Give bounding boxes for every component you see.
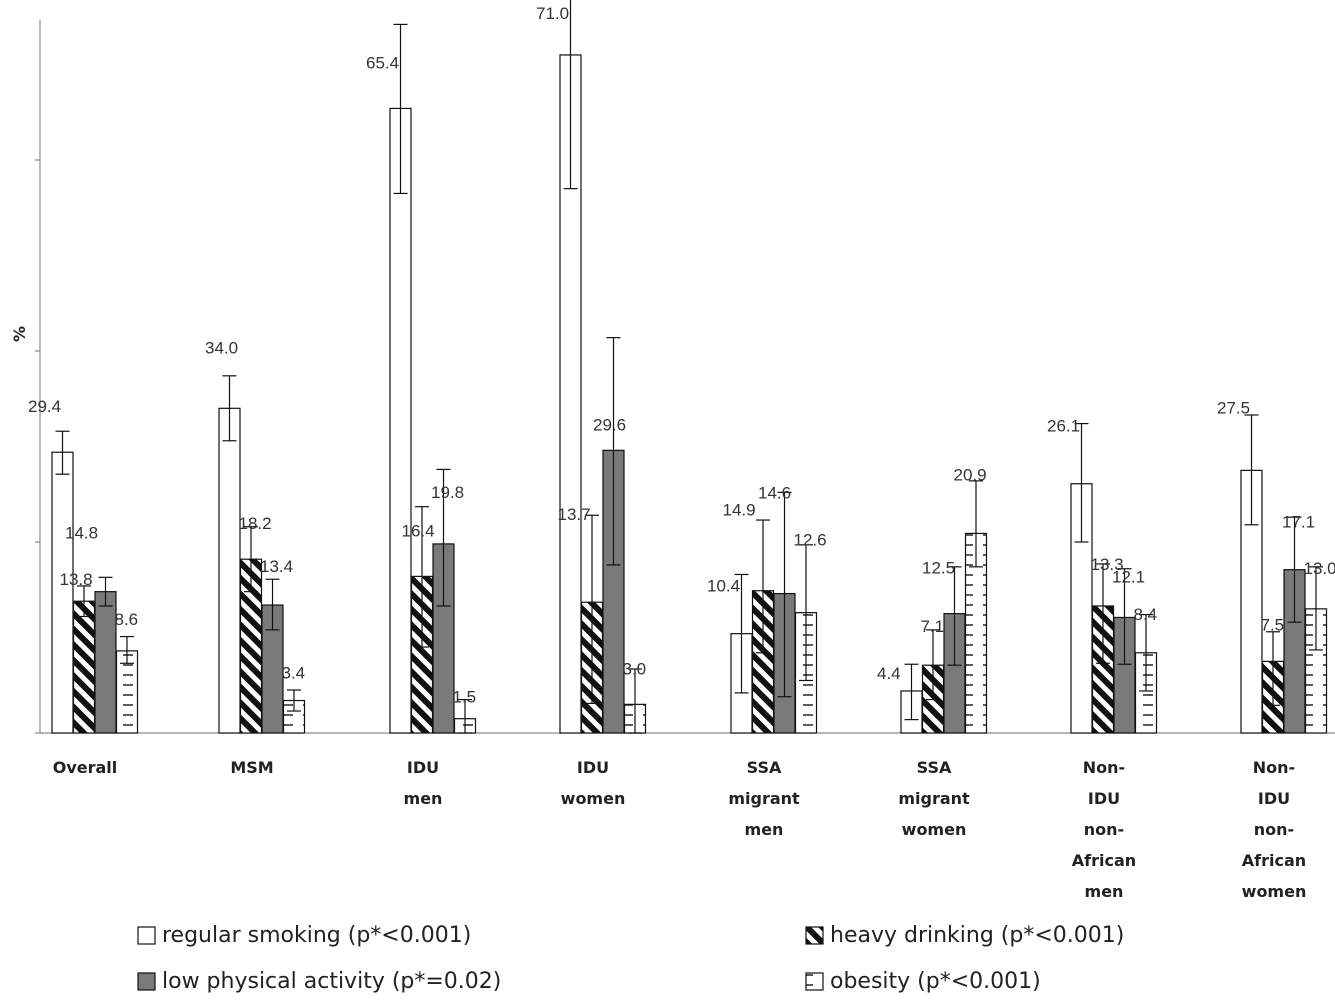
legend-swatch (137, 926, 156, 945)
category-label: IDU (407, 758, 439, 777)
data-label: 7.1 (921, 617, 945, 636)
data-label: 65.4 (366, 53, 399, 72)
category-label: men (404, 789, 443, 808)
data-label: 26.1 (1047, 417, 1080, 436)
legend-swatch (805, 972, 824, 991)
category-label: SSA (747, 758, 782, 777)
data-label: 12.6 (794, 531, 827, 550)
bar (389, 107, 412, 734)
category-label: SSA (917, 758, 952, 777)
category-label: Overall (53, 758, 118, 777)
bar (51, 451, 74, 734)
data-label: 12.1 (1112, 567, 1145, 586)
data-label: 34.0 (205, 338, 238, 357)
category-label: women (561, 789, 626, 808)
bar (218, 407, 241, 734)
legend-label: heavy drinking (p*<0.001) (830, 923, 1124, 948)
data-label: 4.4 (877, 664, 901, 683)
data-label: 13.8 (60, 570, 93, 589)
data-label: 71.0 (536, 4, 569, 23)
category-label: Non- (1083, 758, 1125, 777)
data-label: 13.4 (260, 557, 293, 576)
data-label: 27.5 (1217, 398, 1250, 417)
legend-label: obesity (p*<0.001) (830, 969, 1041, 994)
data-label: 29.6 (593, 415, 626, 434)
data-label: 29.4 (28, 397, 61, 416)
data-label: 8.4 (1134, 605, 1158, 624)
bar (72, 600, 96, 734)
data-label: 19.8 (431, 483, 464, 502)
category-label: Non- (1253, 758, 1295, 777)
category-label: IDU (1088, 789, 1120, 808)
data-label: 13.3 (1091, 555, 1124, 574)
category-label: men (745, 820, 784, 839)
y-axis-label: % (10, 326, 29, 342)
data-label: 14.6 (758, 484, 791, 503)
data-label: 12.5 (922, 559, 955, 578)
category-label: African (1072, 851, 1136, 870)
category-label: women (1242, 882, 1307, 901)
data-label: 14.8 (65, 524, 98, 543)
legend-label: regular smoking (p*<0.001) (162, 923, 471, 948)
data-label: 3.4 (282, 664, 306, 683)
data-label: 17.1 (1282, 513, 1315, 532)
data-label: 1.5 (453, 688, 477, 707)
category-label: African (1242, 851, 1306, 870)
data-label: 20.9 (954, 465, 987, 484)
category-label: MSM (230, 758, 273, 777)
data-label: 16.4 (402, 521, 435, 540)
data-label: 13.0 (1304, 559, 1335, 578)
category-label: women (902, 820, 967, 839)
category-label: men (1085, 882, 1124, 901)
category-label: IDU (577, 758, 609, 777)
legend-label: low physical activity (p*=0.02) (162, 969, 501, 994)
data-label: 13.7 (558, 505, 591, 524)
category-label: non- (1254, 820, 1294, 839)
data-label: 10.4 (707, 577, 740, 596)
category-label: migrant (728, 789, 800, 808)
data-label: 14.9 (723, 501, 756, 520)
data-label: 8.6 (115, 610, 139, 629)
data-label: 18.2 (239, 514, 272, 533)
data-label: 3.0 (623, 659, 647, 678)
data-label: 7.5 (1261, 615, 1285, 634)
bar (94, 591, 117, 734)
legend-swatch (137, 972, 156, 991)
legend-swatch (805, 926, 824, 945)
category-label: IDU (1258, 789, 1290, 808)
category-label: migrant (898, 789, 970, 808)
category-label: non- (1084, 820, 1124, 839)
